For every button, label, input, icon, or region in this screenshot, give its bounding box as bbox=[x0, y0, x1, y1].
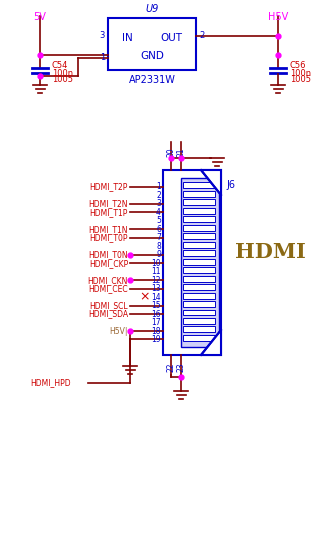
Text: 23: 23 bbox=[177, 362, 186, 372]
Text: 8: 8 bbox=[156, 242, 161, 251]
Text: 5: 5 bbox=[156, 216, 161, 226]
Text: 5V: 5V bbox=[34, 12, 47, 22]
Text: 14: 14 bbox=[152, 293, 161, 302]
Text: HDMI: HDMI bbox=[235, 242, 306, 262]
Bar bbox=[183, 242, 215, 248]
Text: U9: U9 bbox=[145, 4, 159, 14]
Text: 9: 9 bbox=[156, 250, 161, 259]
Bar bbox=[183, 216, 215, 222]
Text: 17: 17 bbox=[152, 318, 161, 327]
Text: 7: 7 bbox=[156, 233, 161, 242]
Text: OUT: OUT bbox=[160, 33, 182, 43]
Text: HDMI_CEC: HDMI_CEC bbox=[88, 284, 128, 293]
Text: HDMI_CKN: HDMI_CKN bbox=[88, 276, 128, 285]
Text: IN: IN bbox=[122, 33, 133, 43]
Text: C56: C56 bbox=[290, 62, 307, 70]
Text: 3: 3 bbox=[100, 31, 105, 41]
Bar bbox=[183, 191, 215, 197]
Text: 1: 1 bbox=[100, 54, 105, 63]
Text: 1005: 1005 bbox=[52, 76, 73, 84]
Bar bbox=[183, 182, 215, 188]
Bar bbox=[183, 301, 215, 307]
Text: HDMI_SDA: HDMI_SDA bbox=[88, 309, 128, 319]
Text: HDMI_T0P: HDMI_T0P bbox=[90, 233, 128, 242]
Bar bbox=[183, 208, 215, 214]
Bar bbox=[183, 233, 215, 239]
Bar bbox=[163, 170, 221, 355]
Text: HDMI_T2P: HDMI_T2P bbox=[90, 182, 128, 192]
Bar bbox=[183, 326, 215, 332]
Text: 6: 6 bbox=[156, 225, 161, 234]
Bar bbox=[183, 250, 215, 256]
Text: 100n: 100n bbox=[52, 69, 73, 77]
Text: HDMI_CKP: HDMI_CKP bbox=[89, 259, 128, 268]
Text: 100n: 100n bbox=[290, 69, 311, 77]
Text: 15: 15 bbox=[152, 301, 161, 310]
Text: HDMI_HPD: HDMI_HPD bbox=[30, 379, 71, 387]
Polygon shape bbox=[201, 330, 221, 355]
Bar bbox=[108, 18, 196, 70]
Text: 3: 3 bbox=[156, 200, 161, 208]
Bar bbox=[183, 284, 215, 290]
Text: 1: 1 bbox=[156, 182, 161, 192]
Text: 4: 4 bbox=[156, 208, 161, 217]
Bar bbox=[183, 335, 215, 341]
Bar bbox=[183, 267, 215, 273]
Text: 20: 20 bbox=[167, 147, 176, 157]
Text: HDMI_T2N: HDMI_T2N bbox=[89, 200, 128, 208]
Bar bbox=[183, 259, 215, 265]
Bar bbox=[183, 225, 215, 230]
Text: 19: 19 bbox=[152, 335, 161, 344]
Text: 18: 18 bbox=[152, 327, 161, 335]
Text: 16: 16 bbox=[152, 309, 161, 319]
Text: C54: C54 bbox=[52, 62, 68, 70]
Text: H5V|: H5V| bbox=[109, 327, 128, 335]
Text: ×: × bbox=[140, 291, 150, 304]
Polygon shape bbox=[201, 170, 221, 195]
Text: GND: GND bbox=[140, 51, 164, 61]
Text: HDMI_T1P: HDMI_T1P bbox=[90, 208, 128, 217]
Bar bbox=[183, 200, 215, 205]
Text: HDMI_T0N: HDMI_T0N bbox=[88, 250, 128, 259]
Text: 13: 13 bbox=[152, 284, 161, 293]
Text: 1005: 1005 bbox=[290, 76, 311, 84]
Text: 2: 2 bbox=[199, 31, 204, 41]
Text: 22: 22 bbox=[167, 362, 176, 372]
Bar bbox=[183, 318, 215, 324]
Text: HDMI_T1N: HDMI_T1N bbox=[89, 225, 128, 234]
Text: J6: J6 bbox=[226, 180, 235, 190]
Text: 11: 11 bbox=[152, 267, 161, 276]
Bar bbox=[183, 309, 215, 315]
Bar bbox=[183, 293, 215, 299]
Bar bbox=[183, 275, 215, 281]
Text: 10: 10 bbox=[152, 259, 161, 268]
Text: HDMI_SCL: HDMI_SCL bbox=[89, 301, 128, 310]
Text: 21: 21 bbox=[177, 147, 186, 157]
Text: 12: 12 bbox=[152, 276, 161, 285]
Text: 2: 2 bbox=[156, 191, 161, 200]
Text: H5V: H5V bbox=[268, 12, 288, 22]
Bar bbox=[181, 178, 219, 347]
Text: AP2331W: AP2331W bbox=[129, 75, 176, 85]
